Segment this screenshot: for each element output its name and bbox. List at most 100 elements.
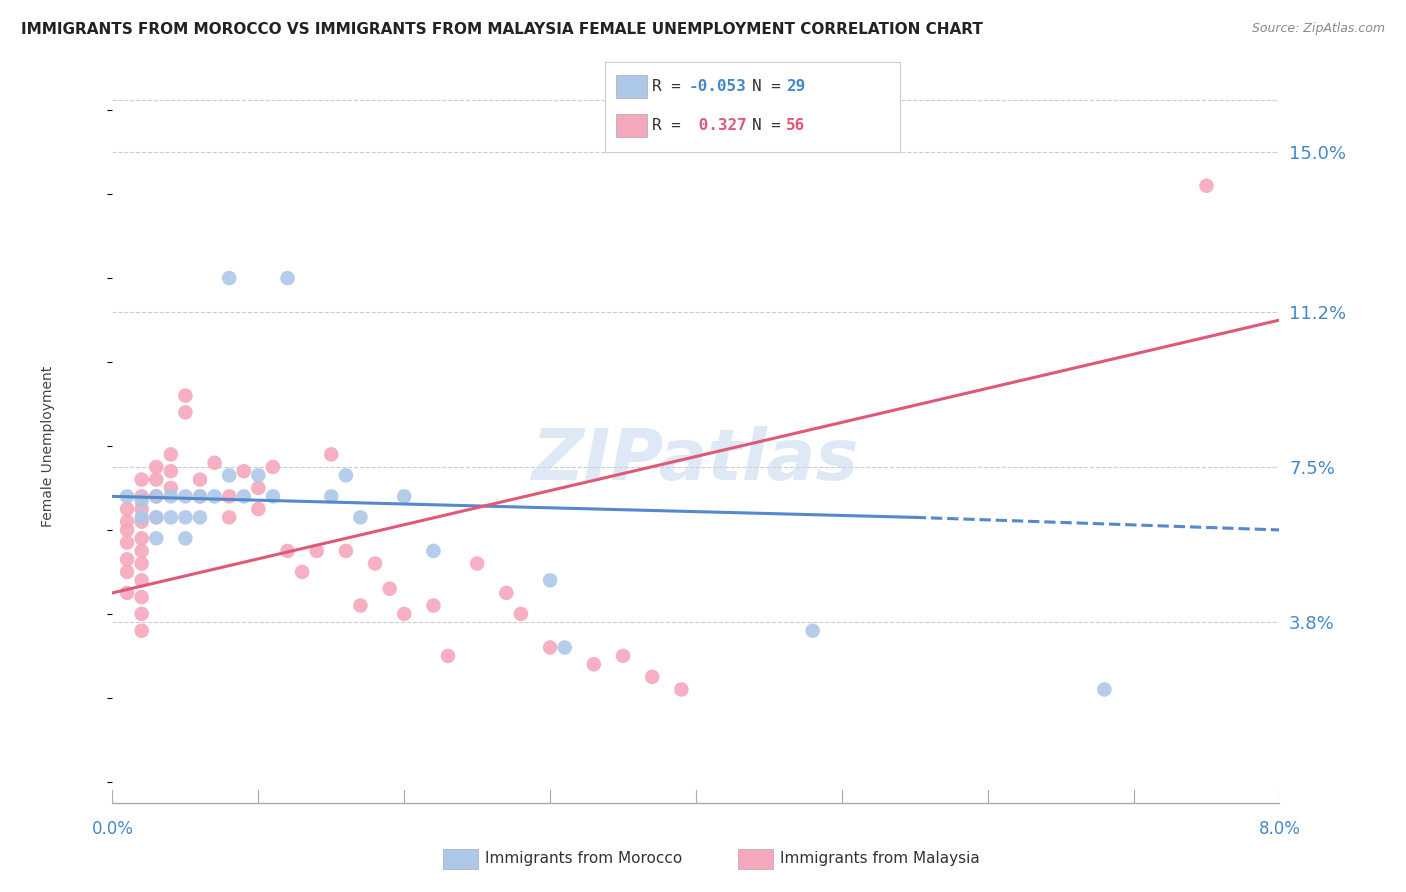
Point [174,510,197,524]
Point [188,510,211,524]
Point [204,456,226,470]
Point [538,574,561,588]
Point [538,640,561,655]
Point [465,557,488,571]
Point [495,586,517,600]
Point [349,599,371,613]
Text: R =: R = [652,119,690,133]
Point [160,481,183,495]
Text: 29: 29 [786,79,806,94]
Point [115,535,138,549]
Point [131,607,153,621]
Point [115,502,138,516]
Point [232,489,254,503]
Point [115,586,138,600]
Point [321,489,343,503]
Point [131,574,153,588]
Point [422,544,444,558]
Point [160,447,183,461]
Text: Female Unemployment: Female Unemployment [41,366,55,526]
Text: 0.327: 0.327 [689,119,747,133]
Text: Immigrants from Malaysia: Immigrants from Malaysia [780,851,980,865]
Point [305,544,328,558]
Point [160,510,183,524]
Point [801,624,824,638]
Point [131,532,153,546]
Point [218,271,240,285]
Text: 0.0%: 0.0% [91,820,134,838]
Point [131,473,153,487]
Point [422,599,444,613]
Point [131,510,153,524]
Point [131,590,153,604]
Point [1195,178,1218,193]
Point [335,544,357,558]
Point [1094,682,1116,697]
Text: 8.0%: 8.0% [1258,820,1301,838]
Point [349,510,371,524]
Point [174,489,197,503]
Point [160,464,183,478]
Text: N =: N = [752,79,790,94]
Point [131,489,153,503]
Text: Immigrants from Morocco: Immigrants from Morocco [485,851,682,865]
Point [364,557,387,571]
Text: -0.053: -0.053 [689,79,747,94]
Point [509,607,531,621]
Point [174,532,197,546]
Point [115,552,138,566]
Text: ZIPatlas: ZIPatlas [533,425,859,495]
Point [160,489,183,503]
Point [145,510,167,524]
Point [188,489,211,503]
Point [276,271,298,285]
Point [131,624,153,638]
Point [145,460,167,475]
Point [232,464,254,478]
Point [131,544,153,558]
Point [115,565,138,579]
Point [115,523,138,537]
Point [145,489,167,503]
Point [145,489,167,503]
Point [218,489,240,503]
Point [612,648,634,663]
Point [131,557,153,571]
Text: 56: 56 [786,119,806,133]
Point [392,489,416,503]
Point [115,515,138,529]
Point [392,607,416,621]
Text: Source: ZipAtlas.com: Source: ZipAtlas.com [1251,22,1385,36]
Point [188,489,211,503]
Point [131,502,153,516]
Point [335,468,357,483]
Point [218,468,240,483]
Point [378,582,401,596]
Text: IMMIGRANTS FROM MOROCCO VS IMMIGRANTS FROM MALAYSIA FEMALE UNEMPLOYMENT CORRELAT: IMMIGRANTS FROM MOROCCO VS IMMIGRANTS FR… [21,22,983,37]
Point [321,447,343,461]
Point [291,565,314,579]
Point [204,489,226,503]
Point [671,682,693,697]
Point [218,510,240,524]
Point [145,532,167,546]
Point [582,657,605,672]
Point [188,473,211,487]
Point [174,405,197,419]
Point [437,648,460,663]
Point [131,515,153,529]
Point [145,510,167,524]
Point [276,544,298,558]
Point [262,460,284,475]
Point [145,473,167,487]
Point [262,489,284,503]
Point [247,481,270,495]
Point [174,389,197,403]
Point [131,493,153,508]
Point [247,502,270,516]
Point [641,670,664,684]
Point [554,640,576,655]
Point [247,468,270,483]
Text: R =: R = [652,79,690,94]
Point [115,489,138,503]
